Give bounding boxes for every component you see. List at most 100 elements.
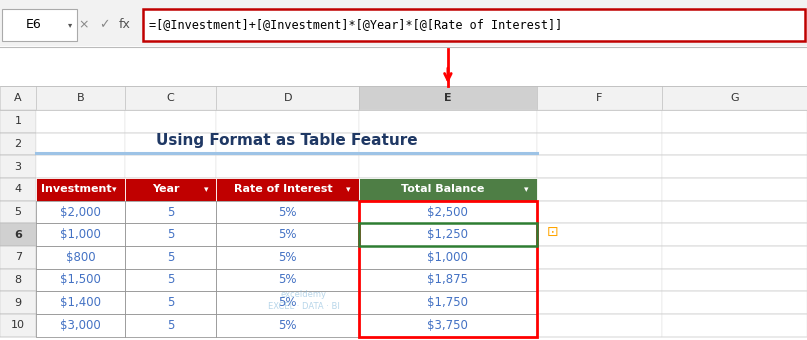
Text: G: G xyxy=(730,93,738,103)
Text: E6: E6 xyxy=(26,18,41,32)
Text: ▾: ▾ xyxy=(112,185,117,194)
Text: 9: 9 xyxy=(15,298,22,308)
Bar xyxy=(143,9,805,41)
Bar xyxy=(537,201,662,223)
Text: $1,400: $1,400 xyxy=(61,296,101,309)
Text: Year: Year xyxy=(152,184,180,194)
Bar xyxy=(2,9,77,41)
Bar xyxy=(216,201,359,223)
Bar xyxy=(359,291,537,314)
Bar xyxy=(0,269,36,291)
Bar xyxy=(125,223,216,246)
Text: ▾: ▾ xyxy=(524,185,529,194)
Bar xyxy=(216,201,359,223)
Bar xyxy=(537,314,662,337)
Bar xyxy=(36,223,125,246)
Bar xyxy=(537,155,662,178)
Text: C: C xyxy=(167,93,174,103)
Bar xyxy=(359,291,537,314)
Text: 5%: 5% xyxy=(278,273,297,287)
Bar xyxy=(216,314,359,337)
Bar xyxy=(359,223,537,246)
Bar xyxy=(125,246,216,269)
Text: ✓: ✓ xyxy=(98,18,110,32)
Text: 4: 4 xyxy=(15,184,22,194)
Bar xyxy=(125,133,216,155)
Bar xyxy=(0,0,807,47)
Bar xyxy=(36,86,125,110)
Bar xyxy=(662,269,807,291)
Bar xyxy=(36,314,125,337)
Bar xyxy=(662,291,807,314)
Bar xyxy=(216,178,359,201)
Bar xyxy=(537,178,662,201)
Bar xyxy=(125,246,216,269)
Text: $800: $800 xyxy=(66,251,95,264)
Bar xyxy=(216,246,359,269)
Bar xyxy=(216,223,359,246)
Text: F: F xyxy=(596,93,602,103)
Bar xyxy=(359,201,537,337)
Bar xyxy=(537,223,662,246)
Text: $1,000: $1,000 xyxy=(428,251,468,264)
Bar xyxy=(216,291,359,314)
Text: E: E xyxy=(444,93,452,103)
Bar xyxy=(359,86,537,110)
Text: 5: 5 xyxy=(167,251,174,264)
Text: 6: 6 xyxy=(15,230,22,240)
Bar xyxy=(662,110,807,133)
Bar xyxy=(36,269,125,291)
Bar xyxy=(0,133,36,155)
Bar xyxy=(36,291,125,314)
Bar xyxy=(36,110,125,133)
Bar xyxy=(0,223,36,246)
Bar xyxy=(125,155,216,178)
Text: =[@Investment]+[@Investment]*[@Year]*[@[Rate of Interest]]: =[@Investment]+[@Investment]*[@Year]*[@[… xyxy=(149,18,562,32)
Bar xyxy=(359,246,537,269)
Text: 5: 5 xyxy=(167,273,174,287)
Bar xyxy=(216,178,359,201)
Bar xyxy=(0,314,36,337)
Text: 5%: 5% xyxy=(278,296,297,309)
Bar xyxy=(125,223,216,246)
Text: 7: 7 xyxy=(15,252,22,262)
Bar xyxy=(0,46,807,340)
Text: 5: 5 xyxy=(167,228,174,241)
Text: D: D xyxy=(283,93,292,103)
Bar xyxy=(0,110,36,133)
Text: $2,500: $2,500 xyxy=(428,206,468,219)
Bar xyxy=(125,201,216,223)
Text: Rate of Interest: Rate of Interest xyxy=(233,184,332,194)
Text: $3,750: $3,750 xyxy=(428,319,468,332)
Text: ▾: ▾ xyxy=(203,185,208,194)
Text: ×: × xyxy=(77,18,89,32)
Bar xyxy=(537,291,662,314)
Bar xyxy=(359,201,537,223)
Text: $1,250: $1,250 xyxy=(428,228,468,241)
Bar xyxy=(359,133,537,155)
Bar xyxy=(216,314,359,337)
Bar xyxy=(359,178,537,201)
Bar xyxy=(0,246,36,269)
Bar xyxy=(125,291,216,314)
Bar xyxy=(125,178,216,201)
Bar xyxy=(0,86,36,110)
Bar xyxy=(36,178,125,201)
Bar xyxy=(216,86,359,110)
Bar xyxy=(216,155,359,178)
Bar xyxy=(36,155,125,178)
Text: 2: 2 xyxy=(15,139,22,149)
Bar xyxy=(216,133,359,155)
Text: $3,000: $3,000 xyxy=(61,319,101,332)
Bar xyxy=(36,133,125,155)
Bar xyxy=(359,223,537,246)
Bar xyxy=(662,201,807,223)
Text: $2,000: $2,000 xyxy=(61,206,101,219)
Bar xyxy=(537,246,662,269)
Text: Using Format as Table Feature: Using Format as Table Feature xyxy=(156,133,417,148)
Bar xyxy=(36,246,125,269)
Text: Total Balance: Total Balance xyxy=(401,184,485,194)
Bar xyxy=(125,269,216,291)
Bar xyxy=(359,269,537,291)
Text: 5: 5 xyxy=(167,206,174,219)
